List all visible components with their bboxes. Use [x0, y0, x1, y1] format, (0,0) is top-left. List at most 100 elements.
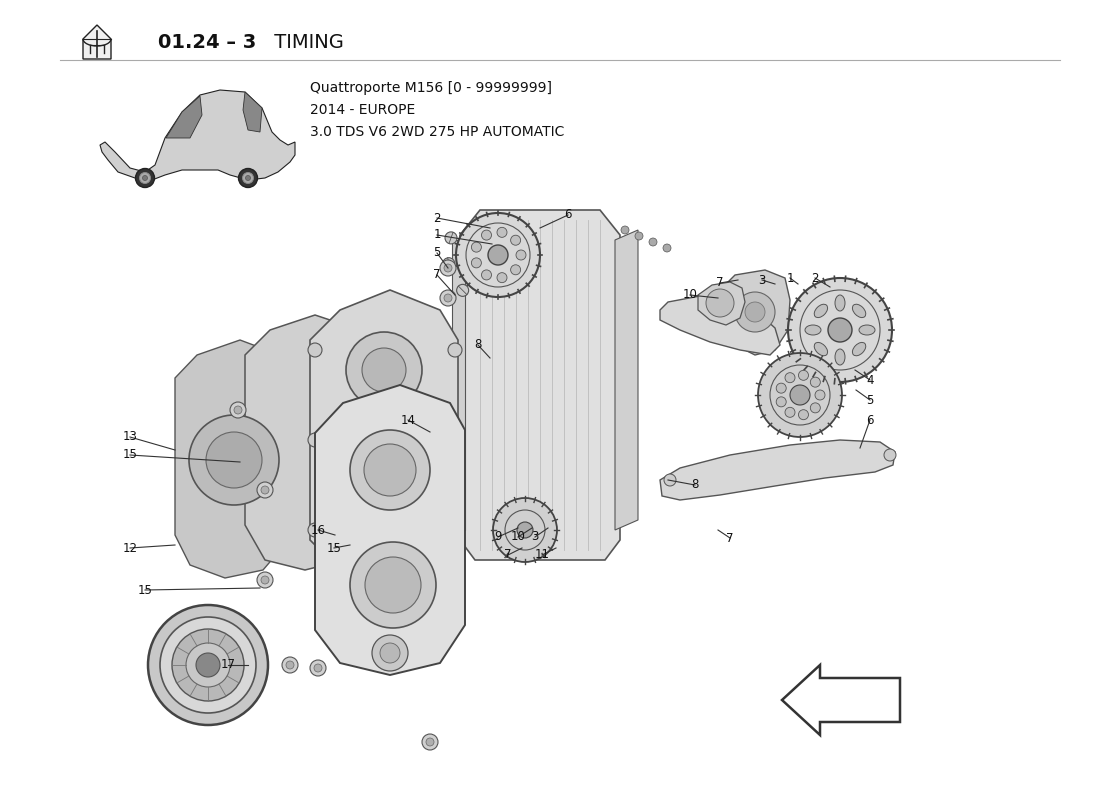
Circle shape — [497, 273, 507, 282]
Polygon shape — [660, 296, 780, 355]
Text: 14: 14 — [400, 414, 416, 426]
Text: 10: 10 — [510, 530, 526, 543]
Text: 2: 2 — [812, 271, 818, 285]
Circle shape — [828, 318, 852, 342]
Circle shape — [735, 292, 776, 332]
Text: 2014 - EUROPE: 2014 - EUROPE — [310, 103, 416, 117]
Text: 5: 5 — [867, 394, 873, 406]
Circle shape — [308, 433, 322, 447]
Circle shape — [758, 353, 842, 437]
Circle shape — [282, 657, 298, 673]
Circle shape — [372, 635, 408, 671]
Circle shape — [788, 278, 892, 382]
Polygon shape — [100, 90, 295, 180]
Circle shape — [196, 653, 220, 677]
Circle shape — [443, 258, 454, 270]
Circle shape — [799, 370, 808, 380]
Text: 6: 6 — [564, 209, 572, 222]
Circle shape — [257, 572, 273, 588]
Text: 15: 15 — [138, 583, 153, 597]
Circle shape — [364, 459, 416, 511]
Circle shape — [350, 542, 436, 628]
Circle shape — [261, 576, 270, 584]
Circle shape — [286, 661, 294, 669]
Circle shape — [448, 343, 462, 357]
Circle shape — [510, 235, 520, 246]
Circle shape — [472, 242, 482, 252]
Ellipse shape — [814, 304, 827, 318]
Circle shape — [135, 169, 154, 187]
Text: 13: 13 — [122, 430, 138, 443]
Text: 3: 3 — [758, 274, 766, 286]
Text: 7: 7 — [716, 277, 724, 290]
Circle shape — [362, 348, 406, 392]
Circle shape — [257, 482, 273, 498]
Text: 01.24 – 3: 01.24 – 3 — [158, 34, 256, 53]
Text: 1: 1 — [786, 271, 794, 285]
Circle shape — [799, 410, 808, 420]
Ellipse shape — [805, 325, 821, 335]
Circle shape — [206, 432, 262, 488]
Circle shape — [482, 270, 492, 280]
Circle shape — [785, 407, 795, 418]
Circle shape — [884, 449, 896, 461]
Polygon shape — [452, 240, 465, 530]
Text: 17: 17 — [220, 658, 235, 671]
Text: 15: 15 — [122, 449, 138, 462]
Circle shape — [326, 516, 334, 524]
Circle shape — [621, 226, 629, 234]
Text: 3.0 TDS V6 2WD 275 HP AUTOMATIC: 3.0 TDS V6 2WD 275 HP AUTOMATIC — [310, 125, 564, 139]
Ellipse shape — [859, 325, 874, 335]
Polygon shape — [615, 230, 638, 530]
Polygon shape — [245, 315, 373, 570]
Polygon shape — [243, 92, 262, 132]
Circle shape — [350, 430, 430, 510]
Circle shape — [456, 213, 540, 297]
Text: 8: 8 — [691, 478, 698, 491]
Text: TIMING: TIMING — [268, 34, 344, 53]
Circle shape — [517, 522, 534, 538]
Text: 15: 15 — [327, 542, 341, 554]
Polygon shape — [718, 270, 790, 355]
Circle shape — [422, 734, 438, 750]
Circle shape — [635, 232, 643, 240]
Circle shape — [365, 557, 421, 613]
Polygon shape — [782, 665, 900, 735]
Ellipse shape — [852, 342, 866, 356]
Text: 7: 7 — [433, 269, 441, 282]
Text: 7: 7 — [726, 531, 734, 545]
Circle shape — [448, 433, 462, 447]
Circle shape — [745, 302, 764, 322]
Circle shape — [172, 629, 244, 701]
Circle shape — [322, 512, 338, 528]
Circle shape — [440, 260, 456, 276]
Text: Quattroporte M156 [0 - 99999999]: Quattroporte M156 [0 - 99999999] — [310, 81, 552, 95]
Text: 6: 6 — [867, 414, 873, 426]
Circle shape — [186, 643, 230, 687]
Ellipse shape — [835, 295, 845, 311]
Text: 9: 9 — [494, 530, 502, 543]
Circle shape — [488, 245, 508, 265]
Circle shape — [472, 258, 482, 268]
Circle shape — [346, 332, 422, 408]
Circle shape — [811, 377, 821, 387]
Circle shape — [426, 738, 434, 746]
Polygon shape — [660, 440, 895, 500]
Circle shape — [777, 397, 786, 407]
Circle shape — [140, 173, 151, 183]
Circle shape — [664, 474, 676, 486]
Circle shape — [649, 238, 657, 246]
Circle shape — [706, 289, 734, 317]
Text: 10: 10 — [683, 289, 697, 302]
Polygon shape — [175, 340, 293, 578]
Text: 3: 3 — [531, 530, 539, 543]
Ellipse shape — [835, 349, 845, 365]
Circle shape — [364, 444, 416, 496]
Polygon shape — [698, 282, 745, 325]
Text: 16: 16 — [310, 523, 326, 537]
Ellipse shape — [814, 342, 827, 356]
Circle shape — [261, 486, 270, 494]
Text: 12: 12 — [122, 542, 138, 554]
Circle shape — [815, 390, 825, 400]
Circle shape — [189, 415, 279, 505]
